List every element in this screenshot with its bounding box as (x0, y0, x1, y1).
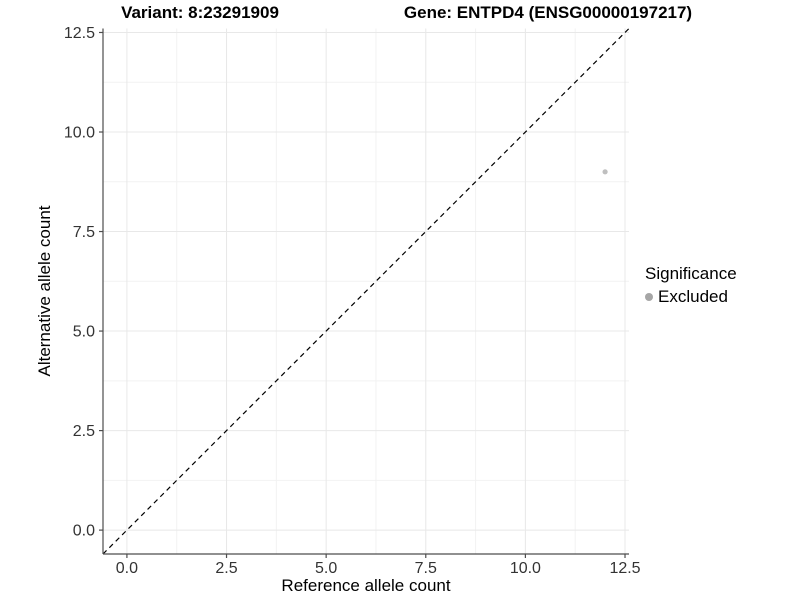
y-tick-label: 5.0 (73, 324, 95, 341)
x-tick-label: 7.5 (415, 560, 437, 577)
legend-title: Significance (645, 264, 737, 283)
y-tick-label: 0.0 (73, 523, 95, 540)
legend-item-label: Excluded (658, 287, 728, 306)
plot-title-variant: Variant: 8:23291909 (121, 3, 279, 22)
legend: Significance Excluded (645, 264, 737, 307)
y-axis-title: Alternative allele count (35, 205, 54, 377)
y-tick-label: 12.5 (64, 25, 95, 42)
x-tick-label: 0.0 (116, 560, 138, 577)
legend-item-excluded: Excluded (645, 287, 737, 307)
x-tick-label: 12.5 (609, 560, 640, 577)
data-point-excluded (602, 169, 608, 175)
plot-title-gene: Gene: ENTPD4 (ENSG00000197217) (403, 3, 693, 22)
y-tick-label: 7.5 (73, 224, 95, 241)
x-tick-label: 10.0 (510, 560, 541, 577)
x-tick-label: 5.0 (315, 560, 337, 577)
y-tick-label: 2.5 (73, 423, 95, 440)
x-axis-title: Reference allele count (281, 576, 451, 595)
x-tick-label: 2.5 (215, 560, 237, 577)
y-tick-label: 10.0 (64, 125, 95, 142)
identity-line (102, 28, 630, 555)
legend-dot-icon (645, 293, 653, 301)
